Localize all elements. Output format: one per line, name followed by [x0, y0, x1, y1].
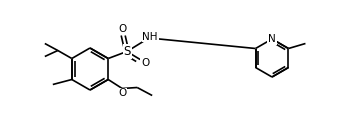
Text: S: S: [124, 45, 131, 58]
Text: O: O: [141, 58, 149, 67]
Text: O: O: [118, 88, 126, 98]
Text: N: N: [268, 34, 276, 44]
Text: NH: NH: [142, 32, 158, 41]
Text: O: O: [118, 25, 126, 34]
